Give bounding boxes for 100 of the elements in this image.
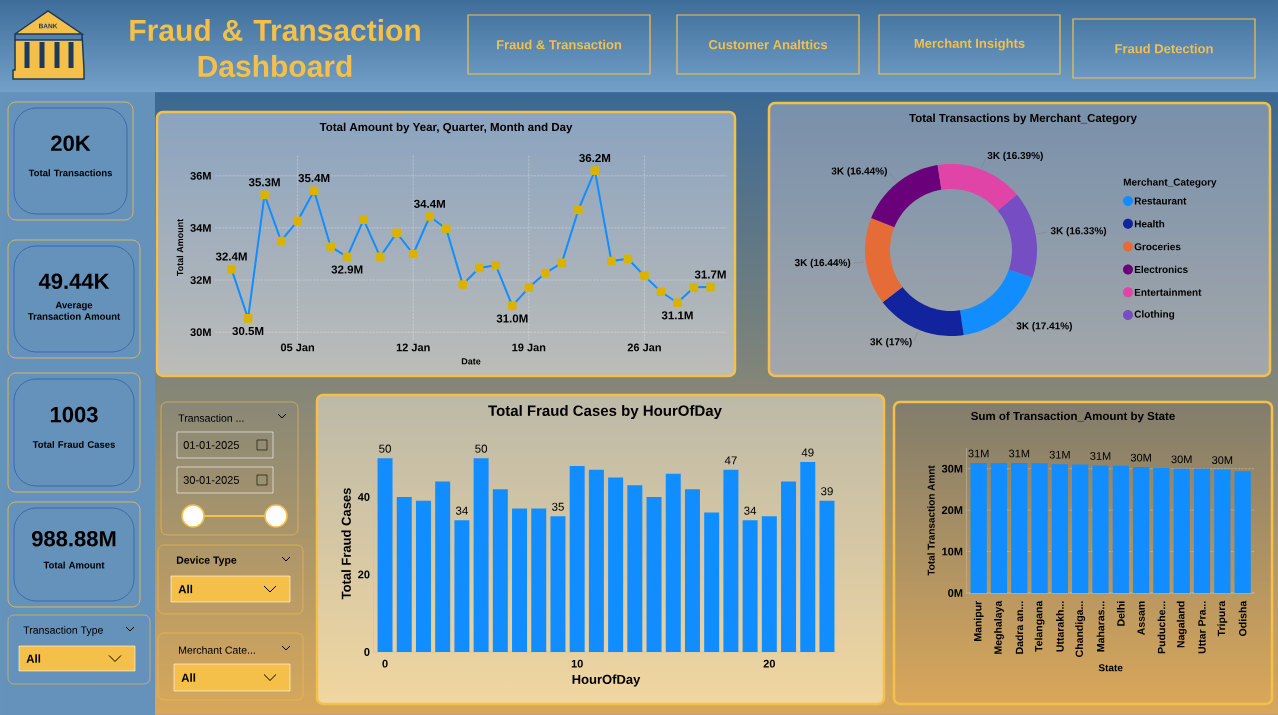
y-tick-label: 20M [941, 506, 963, 515]
data-label: 31M [1090, 452, 1111, 460]
x-tick-label: Assam [1137, 601, 1145, 635]
data-label: 47 [724, 456, 737, 465]
data-label: 34.4M [414, 199, 445, 208]
x-tick-label: Dadra an... [1015, 601, 1024, 654]
data-label: 31M [1009, 449, 1030, 458]
data-label: 31.1M [661, 311, 693, 320]
text: Transaction Type [23, 626, 103, 636]
data-label: 30M [1130, 453, 1151, 462]
x-tick-label: Chandiga... [1075, 601, 1086, 657]
data-label: 3K (16.44%) [831, 167, 887, 177]
data-label: 35.3M [248, 178, 280, 187]
y-tick-label: 30M [190, 328, 211, 337]
data-label: 3K (17%) [870, 338, 912, 348]
text: All [178, 584, 193, 594]
legend-label: Entertainment [1134, 288, 1202, 296]
y-tick-label: 10M [942, 547, 963, 556]
x-tick-label: Delhi [1116, 601, 1125, 626]
data-label: 31.7M [694, 270, 726, 279]
legend-label: Electronics [1134, 265, 1188, 274]
y-tick-label: 36M [190, 171, 211, 180]
chart-title: Sum of Transaction_Amount by State [971, 411, 1175, 423]
data-label: 3K (17.41%) [1016, 322, 1072, 332]
data-label: 32.9M [331, 265, 363, 274]
text: 20K [51, 135, 91, 152]
text: Average Transaction Amount [27, 301, 121, 320]
data-label: 35.4M [298, 174, 330, 183]
y-axis-title: Total Amount [176, 218, 184, 277]
chart-title: Total Fraud Cases by HourOfDay [488, 405, 722, 419]
text: 30-01-2025 [183, 476, 239, 484]
text: Merchant Cate... [179, 646, 255, 654]
text: Total Transactions [28, 169, 112, 177]
x-tick-label: 12 Jan [396, 343, 430, 352]
text: Fraud & Transaction [497, 39, 622, 50]
text: Transaction ... [178, 414, 244, 422]
text: Total Amount [43, 561, 105, 569]
x-tick-label: 0 [382, 659, 388, 668]
text: Device Type [176, 556, 237, 566]
data-label: 30M [1171, 455, 1192, 464]
x-axis-title: HourOfDay [572, 674, 641, 687]
text: Merchant Insights [914, 38, 1025, 51]
data-label: 31M [968, 449, 989, 458]
x-tick-label: Meghalaya [994, 600, 1004, 654]
y-tick-label: 20 [358, 570, 370, 579]
chart-title: Total Transactions by Merchant_Category [909, 113, 1137, 125]
text: All [26, 654, 41, 663]
text: Total Fraud Cases [32, 440, 115, 448]
x-tick-label: Uttar Pra... [1198, 601, 1206, 654]
data-label: 34 [455, 506, 468, 515]
text: Fraud Detection [1115, 43, 1213, 54]
data-label: 30.5M [232, 326, 264, 336]
legend-label: Restaurant [1134, 197, 1187, 205]
legend-label: Health [1134, 220, 1165, 228]
x-tick-label: Tripura [1217, 600, 1228, 637]
x-tick-label: Odisha [1238, 600, 1247, 636]
data-label: 3K (16.44%) [794, 258, 851, 269]
text: Fraud & Transaction Dashboard [130, 18, 420, 78]
x-tick-label: 05 Jan [280, 343, 315, 352]
text: 49.44K [38, 273, 110, 290]
data-label: 36.2M [579, 153, 611, 163]
text: 01-01-2025 [183, 441, 239, 449]
text: 988.88M [31, 530, 116, 547]
x-tick-label: 10 [571, 659, 583, 668]
legend-title: Merchant_Category [1123, 178, 1217, 188]
x-tick-label: 19 Jan [512, 343, 546, 352]
data-label: 32.4M [215, 252, 247, 261]
data-label: 3K (16.39%) [987, 151, 1043, 161]
y-tick-label: 34M [190, 224, 211, 232]
text: Customer Analttics [708, 39, 828, 50]
y-tick-label: 0M [948, 589, 963, 597]
legend-label: Groceries [1134, 242, 1181, 251]
x-tick-label: 26 Jan [627, 343, 661, 352]
data-label: 30M [1212, 456, 1233, 464]
y-tick-label: 40 [357, 493, 370, 501]
legend-label: Clothing [1134, 310, 1175, 320]
y-axis-title: Total Fraud Cases [341, 488, 351, 600]
data-label: 50 [379, 444, 391, 453]
data-label: 49 [801, 448, 814, 457]
x-axis-title: Date [461, 358, 481, 365]
x-tick-label: Maharas... [1096, 601, 1105, 652]
data-label: 34 [744, 506, 757, 515]
data-label: 3K (16.33%) [1050, 226, 1107, 237]
x-tick-label: Manipur [973, 600, 984, 641]
x-tick-label: 20 [763, 659, 775, 668]
x-tick-label: Uttarakh... [1056, 601, 1064, 652]
x-tick-label: Nagaland [1176, 601, 1187, 648]
data-label: 39 [821, 487, 833, 496]
data-label: 35 [552, 502, 564, 511]
data-label: 50 [475, 444, 488, 453]
x-tick-label: Telangana [1034, 600, 1045, 652]
x-axis-title: State [1098, 664, 1123, 672]
y-tick-label: 32M [190, 276, 211, 284]
data-label: 31M [1049, 450, 1070, 459]
y-axis-title: Total Transaction Amnt [927, 465, 935, 576]
text: All [181, 673, 196, 682]
chart-title: Total Amount by Year, Quarter, Month and Day [319, 122, 573, 134]
y-tick-label: 30M [941, 464, 963, 473]
x-tick-label: Puduche... [1157, 601, 1166, 654]
text: 1003 [50, 406, 98, 423]
